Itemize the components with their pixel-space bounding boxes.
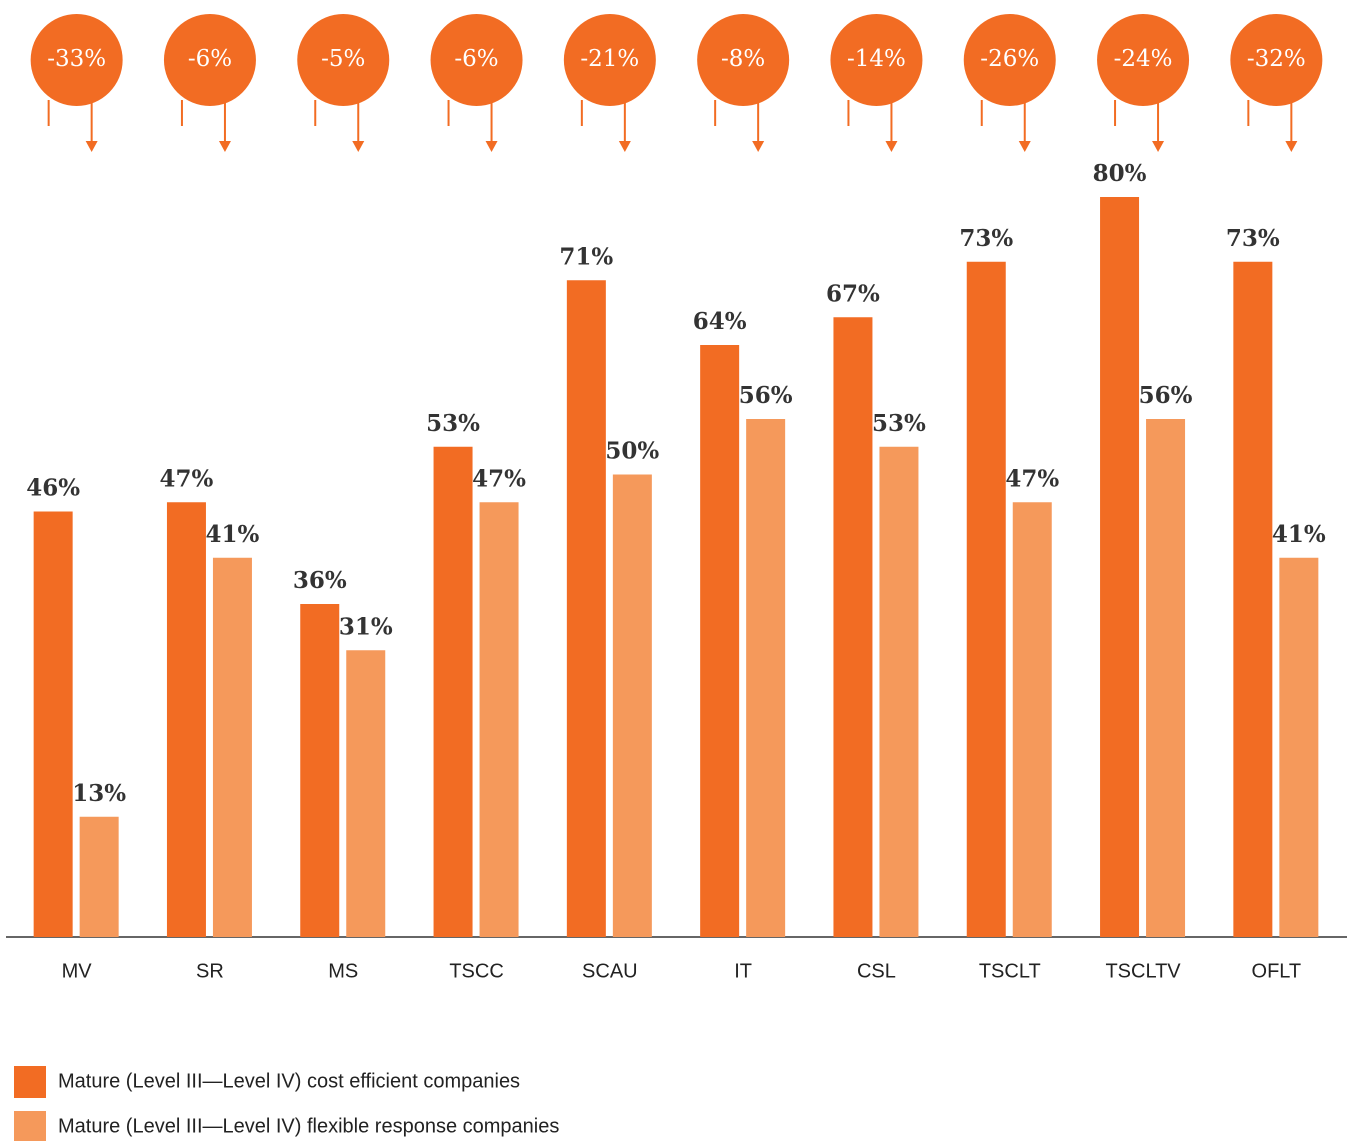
- value-label: 47%: [1005, 465, 1059, 492]
- x-tick-label: TSCC: [449, 960, 503, 982]
- difference-label: -32%: [1247, 46, 1306, 72]
- value-label: 56%: [739, 382, 793, 409]
- difference-label: -21%: [580, 46, 639, 72]
- x-tick-label: OFLT: [1252, 960, 1302, 982]
- difference-label: -14%: [847, 46, 906, 72]
- bar: [300, 604, 340, 937]
- difference-label: -24%: [1114, 46, 1173, 72]
- difference-circle: [563, 14, 656, 106]
- arrow-head: [1285, 141, 1298, 152]
- bar: [433, 446, 473, 937]
- bar: [1100, 197, 1140, 937]
- arrow-head: [1152, 141, 1165, 152]
- bar: [1012, 502, 1052, 937]
- arrow-head: [485, 141, 498, 152]
- difference-label: -5%: [321, 46, 365, 72]
- difference-circle: [830, 14, 923, 106]
- difference-circle: [697, 14, 790, 106]
- difference-label: -33%: [47, 46, 106, 72]
- x-tick-label: MV: [62, 960, 93, 982]
- arrow-head: [352, 141, 365, 152]
- value-label: 41%: [1272, 521, 1326, 548]
- difference-label: -6%: [188, 46, 232, 72]
- bar: [1146, 419, 1186, 937]
- difference-circle: [1097, 14, 1190, 106]
- bar: [33, 511, 73, 937]
- value-label: 53%: [872, 410, 926, 437]
- bar: [166, 502, 206, 937]
- x-tick-label: CSL: [857, 960, 896, 982]
- bar: [1233, 261, 1273, 937]
- bar: [346, 650, 386, 937]
- value-label: 80%: [1093, 160, 1147, 187]
- value-label: 67%: [826, 280, 880, 307]
- legend-swatch: [14, 1111, 46, 1141]
- bar: [879, 446, 919, 937]
- bar: [79, 816, 119, 937]
- value-label: 73%: [1226, 225, 1280, 252]
- arrow-head: [218, 141, 231, 152]
- x-tick-label: SR: [196, 960, 224, 982]
- difference-circle: [163, 14, 256, 106]
- bar: [479, 502, 519, 937]
- value-label: 64%: [693, 308, 747, 335]
- x-tick-label: TSCLT: [979, 960, 1041, 982]
- difference-circle: [297, 14, 390, 106]
- value-label: 46%: [26, 475, 80, 502]
- difference-label: -8%: [721, 46, 765, 72]
- difference-circle: [430, 14, 523, 106]
- value-label: 53%: [426, 410, 480, 437]
- value-label: 47%: [160, 465, 214, 492]
- value-label: 71%: [559, 243, 613, 270]
- x-tick-label: SCAU: [582, 960, 638, 982]
- difference-label: -6%: [454, 46, 498, 72]
- legend-label: Mature (Level III—Level IV) cost efficie…: [58, 1070, 520, 1092]
- value-label: 47%: [472, 465, 526, 492]
- arrow-head: [752, 141, 765, 152]
- difference-circle: [30, 14, 123, 106]
- arrow-head: [885, 141, 898, 152]
- bar: [746, 419, 786, 937]
- x-tick-label: IT: [734, 960, 752, 982]
- bar: [566, 280, 606, 937]
- difference-circle: [1230, 14, 1323, 106]
- x-tick-label: TSCLTV: [1105, 960, 1181, 982]
- legend-label: Mature (Level III—Level IV) flexible res…: [58, 1115, 559, 1137]
- bar: [212, 557, 252, 937]
- bar: [833, 317, 873, 937]
- difference-circle: [963, 14, 1056, 106]
- bar: [700, 345, 740, 937]
- arrow-head: [85, 141, 98, 152]
- legend-swatch: [14, 1066, 46, 1098]
- arrow-head: [618, 141, 631, 152]
- bar: [966, 261, 1006, 937]
- difference-label: -26%: [980, 46, 1039, 72]
- bar: [1279, 557, 1319, 937]
- value-label: 41%: [206, 521, 260, 548]
- bar: [612, 474, 652, 937]
- value-label: 31%: [339, 613, 393, 640]
- value-label: 50%: [605, 438, 659, 465]
- x-tick-label: MS: [328, 960, 358, 982]
- value-label: 56%: [1139, 382, 1193, 409]
- value-label: 36%: [293, 567, 347, 594]
- value-label: 73%: [959, 225, 1013, 252]
- value-label: 13%: [72, 780, 126, 807]
- arrow-head: [1018, 141, 1031, 152]
